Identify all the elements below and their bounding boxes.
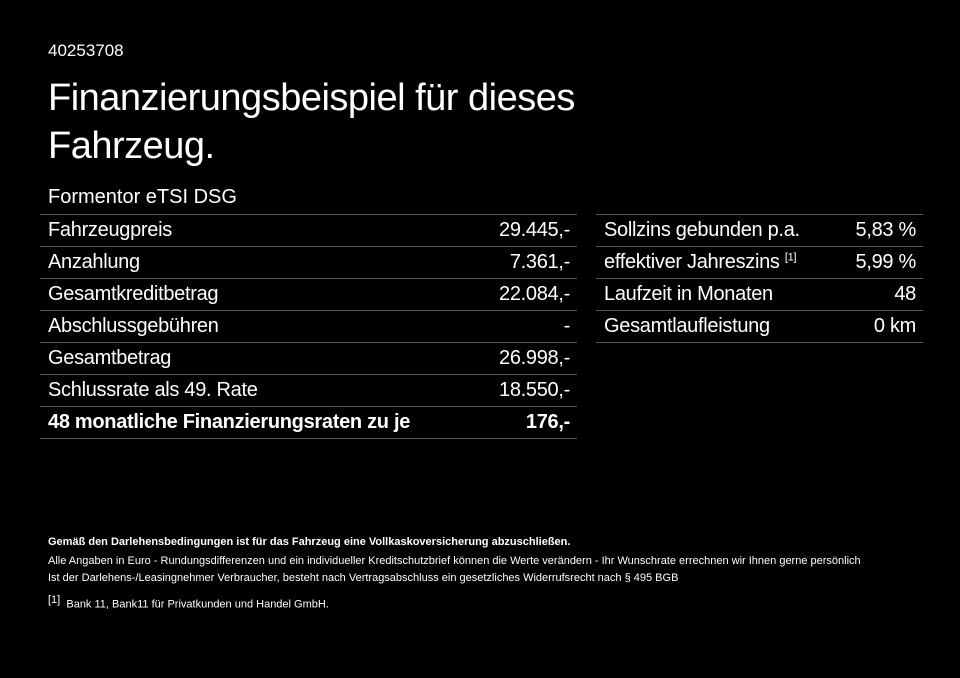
label-text: Laufzeit in Monaten xyxy=(604,283,773,305)
row-label: Schlussrate als 49. Rate xyxy=(40,374,478,407)
row-label: Fahrzeugpreis xyxy=(40,214,478,247)
monthly-rate-row: 48 monatliche Finanzierungsraten zu je 17… xyxy=(40,406,577,439)
row-value: 7.361,- xyxy=(477,246,577,279)
row-label: Sollzins gebunden p.a. xyxy=(596,214,837,247)
label-text: effektiver Jahreszins xyxy=(604,251,780,273)
interest-table: Sollzins gebunden p.a. 5,83 % effektiver … xyxy=(596,214,923,343)
label-text: Sollzins gebunden p.a. xyxy=(604,219,800,241)
lender-footnote: [1] Bank 11, Bank11 für Privatkunden und… xyxy=(48,594,329,611)
table-row: Fahrzeugpreis 29.445,- xyxy=(40,214,577,247)
row-label: Laufzeit in Monaten xyxy=(596,278,837,311)
row-value: 0 km xyxy=(836,310,923,343)
financing-table: Fahrzeugpreis 29.445,- Anzahlung 7.361,- G… xyxy=(40,214,577,439)
row-value: 5,99 % xyxy=(836,246,923,279)
table-row: Gesamtlaufleistung 0 km xyxy=(596,310,923,343)
footnote-mark: [1] xyxy=(48,594,61,606)
row-value: 48 xyxy=(836,278,923,311)
footnote-ref: [1] xyxy=(784,251,797,264)
table-row: Abschlussgebühren - xyxy=(40,310,577,343)
row-value: 18.550,- xyxy=(477,374,577,407)
row-label: effektiver Jahreszins [1] xyxy=(596,246,837,279)
vehicle-id: 40253708 xyxy=(48,41,124,60)
footnote-text: Bank 11, Bank11 für Privatkunden und Han… xyxy=(66,598,329,611)
row-value: 176,- xyxy=(477,406,577,439)
row-label: Anzahlung xyxy=(40,246,478,279)
table-row: Laufzeit in Monaten 48 xyxy=(596,278,923,311)
disclaimer-line-1: Alle Angaben in Euro - Rundungsdifferenz… xyxy=(48,555,861,567)
insurance-note: Gemäß den Darlehensbedingungen ist für d… xyxy=(48,536,571,548)
disclaimer-line-2: Ist der Darlehens-/Leasingnehmer Verbrau… xyxy=(48,572,679,584)
row-value: 26.998,- xyxy=(477,342,577,375)
table-row: Gesamtbetrag 26.998,- xyxy=(40,342,577,375)
table-row: effektiver Jahreszins [1] 5,99 % xyxy=(596,246,923,279)
row-value: 22.084,- xyxy=(477,278,577,311)
model-name: Formentor eTSI DSG xyxy=(48,186,237,208)
row-label: Abschlussgebühren xyxy=(40,310,478,343)
row-label: Gesamtkreditbetrag xyxy=(40,278,478,311)
table-row: Gesamtkreditbetrag 22.084,- xyxy=(40,278,577,311)
label-text: Gesamtlaufleistung xyxy=(604,315,770,337)
row-value: 29.445,- xyxy=(477,214,577,247)
page-title: Finanzierungsbeispiel für dieses Fahrzeu… xyxy=(48,77,575,167)
row-value: - xyxy=(477,310,577,343)
row-label: 48 monatliche Finanzierungsraten zu je xyxy=(40,406,478,439)
table-row: Sollzins gebunden p.a. 5,83 % xyxy=(596,214,923,247)
row-label: Gesamtlaufleistung xyxy=(596,310,837,343)
row-value: 5,83 % xyxy=(836,214,923,247)
row-label: Gesamtbetrag xyxy=(40,342,478,375)
table-row: Anzahlung 7.361,- xyxy=(40,246,577,279)
table-row: Schlussrate als 49. Rate 18.550,- xyxy=(40,374,577,407)
